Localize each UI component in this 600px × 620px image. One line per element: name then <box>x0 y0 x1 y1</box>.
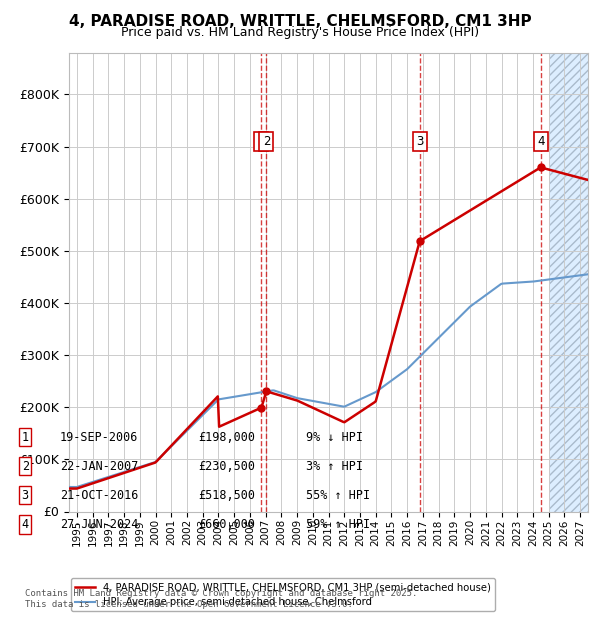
Text: 3: 3 <box>416 135 424 148</box>
Text: 55% ↑ HPI: 55% ↑ HPI <box>306 489 370 502</box>
Bar <box>548 53 588 512</box>
Text: 4, PARADISE ROAD, WRITTLE, CHELMSFORD, CM1 3HP: 4, PARADISE ROAD, WRITTLE, CHELMSFORD, C… <box>68 14 532 29</box>
Text: 9% ↓ HPI: 9% ↓ HPI <box>306 431 363 443</box>
Text: 22-JAN-2007: 22-JAN-2007 <box>60 460 139 472</box>
Text: Price paid vs. HM Land Registry's House Price Index (HPI): Price paid vs. HM Land Registry's House … <box>121 26 479 39</box>
Text: 1: 1 <box>257 135 265 148</box>
Text: £518,500: £518,500 <box>198 489 255 502</box>
Text: 21-OCT-2016: 21-OCT-2016 <box>60 489 139 502</box>
Text: 59% ↑ HPI: 59% ↑ HPI <box>306 518 370 531</box>
Text: 4: 4 <box>22 518 29 531</box>
Text: £660,000: £660,000 <box>198 518 255 531</box>
Legend: 4, PARADISE ROAD, WRITTLE, CHELMSFORD, CM1 3HP (semi-detached house), HPI: Avera: 4, PARADISE ROAD, WRITTLE, CHELMSFORD, C… <box>71 578 495 611</box>
Text: 27-JUN-2024: 27-JUN-2024 <box>60 518 139 531</box>
Text: £198,000: £198,000 <box>198 431 255 443</box>
Text: 1: 1 <box>22 431 29 443</box>
Text: 3: 3 <box>22 489 29 502</box>
Bar <box>548 53 588 512</box>
Text: 3% ↑ HPI: 3% ↑ HPI <box>306 460 363 472</box>
Text: £230,500: £230,500 <box>198 460 255 472</box>
Text: 2: 2 <box>263 135 270 148</box>
Text: Contains HM Land Registry data © Crown copyright and database right 2025.
This d: Contains HM Land Registry data © Crown c… <box>25 590 418 609</box>
Text: 19-SEP-2006: 19-SEP-2006 <box>60 431 139 443</box>
Text: 2: 2 <box>22 460 29 472</box>
Text: 4: 4 <box>537 135 544 148</box>
